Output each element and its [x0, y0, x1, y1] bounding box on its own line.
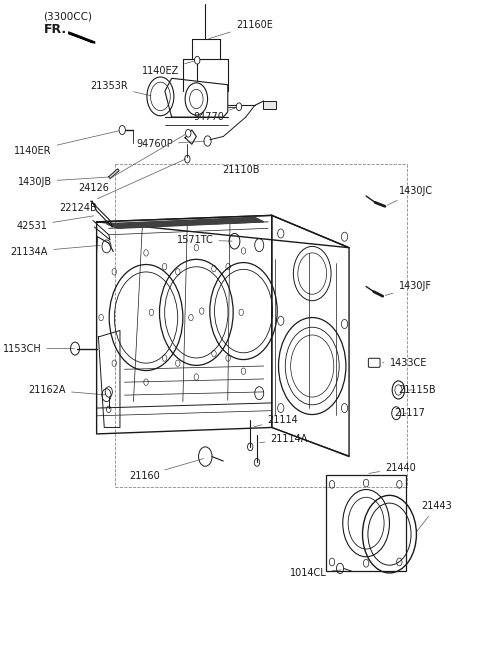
Text: 94760P: 94760P	[136, 139, 205, 149]
Text: 21443: 21443	[416, 502, 452, 532]
Text: 24126: 24126	[78, 135, 185, 193]
Text: 1153CH: 1153CH	[2, 343, 74, 354]
Polygon shape	[107, 217, 264, 228]
Text: 1430JF: 1430JF	[385, 281, 432, 295]
Text: 1433CE: 1433CE	[383, 358, 427, 368]
Text: 21115B: 21115B	[398, 385, 436, 395]
Polygon shape	[109, 169, 119, 178]
Text: (3300CC): (3300CC)	[44, 12, 93, 22]
Text: 21353R: 21353R	[90, 81, 151, 96]
Circle shape	[236, 103, 242, 111]
Text: 21160: 21160	[129, 459, 204, 481]
Text: 42531: 42531	[16, 216, 94, 231]
Text: 21114A: 21114A	[260, 434, 308, 444]
Text: 22124B: 22124B	[59, 159, 186, 213]
Text: 1571TC: 1571TC	[177, 235, 232, 245]
Text: 94770: 94770	[193, 108, 236, 122]
FancyBboxPatch shape	[263, 101, 276, 110]
Text: 1430JB: 1430JB	[18, 177, 114, 187]
Text: 1140EZ: 1140EZ	[142, 61, 194, 76]
Text: 21160E: 21160E	[209, 19, 273, 39]
Text: 1014CL: 1014CL	[290, 568, 341, 578]
Circle shape	[186, 130, 191, 137]
Text: 21117: 21117	[394, 408, 425, 418]
Polygon shape	[68, 33, 93, 43]
Circle shape	[194, 56, 200, 64]
Text: 21110B: 21110B	[222, 165, 260, 175]
Circle shape	[119, 126, 125, 135]
Polygon shape	[68, 31, 95, 44]
Text: 1140ER: 1140ER	[14, 131, 120, 156]
Text: 21134A: 21134A	[11, 246, 100, 257]
Text: FR.: FR.	[44, 23, 67, 36]
Text: 1430JC: 1430JC	[387, 187, 432, 205]
Text: 21162A: 21162A	[29, 385, 106, 395]
Text: 21440: 21440	[369, 463, 416, 474]
Text: 21114: 21114	[254, 415, 298, 427]
